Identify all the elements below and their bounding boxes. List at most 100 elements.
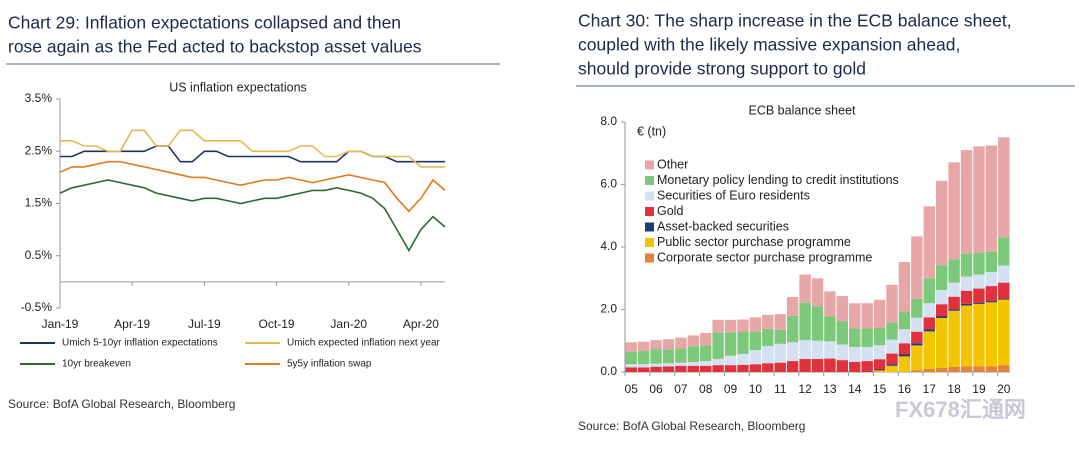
bar-segment: [873, 327, 886, 346]
bar-segment: [873, 299, 886, 328]
bar-segment: [836, 321, 849, 345]
bar-segment: [724, 365, 737, 372]
bar-segment: [886, 322, 898, 340]
x-tick-label: 14: [848, 382, 862, 396]
bar-segment: [985, 272, 998, 287]
bar-segment: [811, 358, 824, 372]
bar-segment: [749, 317, 762, 332]
bar-segment: [749, 350, 762, 365]
bar-segment: [737, 319, 749, 332]
bar-segment: [923, 303, 935, 318]
bar-segment: [873, 359, 886, 370]
series-line: [59, 160, 446, 213]
bar-segment: [948, 162, 960, 260]
bar-segment: [774, 362, 786, 372]
bar-segment: [836, 360, 849, 372]
bar-segment: [786, 297, 799, 316]
bar-segment: [749, 331, 762, 351]
legend-swatch: [645, 253, 654, 263]
legend-label: 10yr breakeven: [62, 359, 131, 370]
bar-segment: [998, 265, 1010, 283]
bar-segment: [637, 341, 650, 352]
bar-segment: [737, 332, 749, 354]
bar-segment: [811, 306, 824, 341]
chart-title: Chart 30: The sharp increase in the ECB …: [578, 11, 1012, 31]
x-tick-label: Jan-19: [42, 317, 79, 331]
bar-segment: [675, 348, 687, 363]
bar-segment: [935, 290, 948, 305]
bar-segment: [998, 237, 1010, 266]
bar-segment: [662, 349, 675, 364]
bar-segment: [836, 344, 849, 361]
bar-segment: [762, 363, 774, 372]
bar-segment: [998, 298, 1010, 300]
y-tick-label: 0.5%: [25, 248, 53, 262]
bar-segment: [973, 302, 985, 304]
bar-segment: [811, 278, 824, 307]
chart-title: rose again as the Fed acted to backstop …: [8, 37, 422, 57]
bar-segment: [935, 180, 948, 266]
y-tick-label: 1.5%: [25, 196, 53, 210]
bar-segment: [700, 365, 712, 372]
x-tick-label: 08: [699, 382, 713, 396]
watermark: FX678汇通网: [895, 397, 1026, 422]
bar-segment: [998, 299, 1010, 366]
bar-segment: [985, 302, 998, 367]
bar-segment: [700, 332, 712, 346]
bar-segment: [662, 363, 675, 367]
bar-segment: [998, 365, 1010, 372]
bar-segment: [650, 366, 662, 372]
bar-segment: [700, 361, 712, 366]
x-tick-label: 07: [674, 382, 688, 396]
bar-segment: [799, 358, 811, 372]
chart-subtitle: US inflation expectations: [169, 80, 307, 94]
chart-title: coupled with the likely massive expansio…: [578, 35, 960, 55]
bar-segment: [960, 305, 973, 367]
bar-segment: [849, 303, 861, 329]
bar-segment: [886, 353, 898, 365]
bar-segment: [786, 342, 799, 362]
bar-segment: [712, 332, 724, 359]
bar-segment: [749, 364, 762, 372]
bar-segment: [998, 282, 1010, 299]
bar-segment: [637, 351, 650, 365]
bar-segment: [625, 342, 637, 352]
bar-segment: [675, 337, 687, 349]
x-tick-label: Oct-19: [259, 317, 295, 331]
legend-label: Umich 5-10yr inflation expectations: [62, 338, 218, 349]
bar-segment: [973, 303, 985, 367]
bar-segment: [650, 349, 662, 364]
bar-segment: [960, 366, 973, 372]
chart-title: should provide strong support to gold: [578, 59, 866, 79]
bar-segment: [923, 331, 935, 369]
bar-segment: [799, 340, 811, 359]
bar-segment: [935, 367, 948, 372]
bar-segment: [923, 278, 935, 304]
source: Source: BofA Global Research, Bloomberg: [8, 397, 235, 411]
bar-segment: [985, 301, 998, 303]
x-tick-label: 12: [798, 382, 812, 396]
bar-segment: [911, 317, 923, 332]
bar-segment: [737, 364, 749, 372]
bar-segment: [998, 137, 1010, 238]
bar-segment: [898, 329, 911, 344]
bar-segment: [774, 314, 786, 330]
legend-label: Securities of Euro residents: [657, 188, 810, 202]
y-tick-label: -0.5%: [21, 300, 53, 314]
x-tick-label: Apr-19: [114, 317, 150, 331]
bar-segment: [948, 296, 960, 310]
x-tick-label: Jul-19: [188, 317, 221, 331]
bar-segment: [650, 340, 662, 350]
bar-segment: [762, 314, 774, 329]
bar-segment: [873, 345, 886, 360]
bar-segment: [886, 284, 898, 323]
legend-label: Gold: [657, 204, 683, 218]
bar-segment: [724, 332, 737, 356]
bar-segment: [948, 309, 960, 311]
bar-segment: [724, 355, 737, 366]
bar-segment: [675, 365, 687, 372]
bar-segment: [911, 331, 923, 344]
bar-segment: [687, 365, 700, 372]
legend-swatch: [645, 207, 654, 216]
